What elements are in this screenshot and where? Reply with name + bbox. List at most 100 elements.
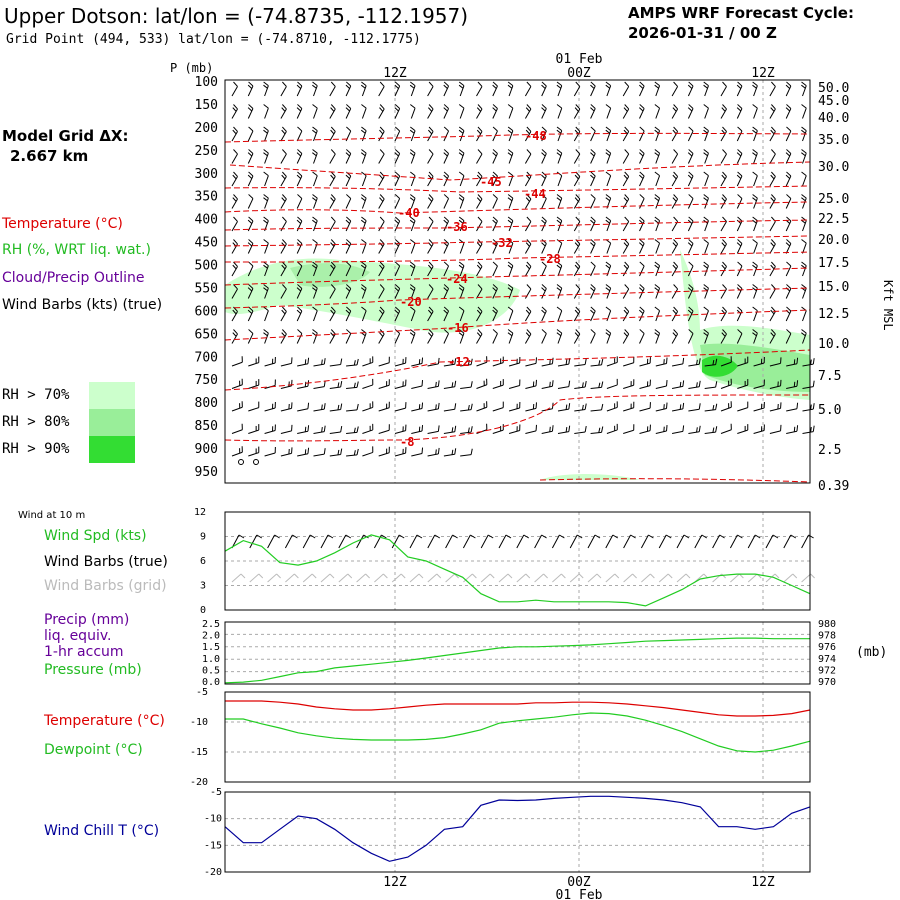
wind-barb [769,329,776,344]
pressure-tick: 300 [195,167,218,182]
axis-tick: -15 [204,840,222,851]
wind-barb-10m [551,534,565,549]
axis-tick: 974 [818,654,836,665]
wind-chill-panel-frame [224,791,811,873]
wind-barb [606,423,618,434]
wind-barb [671,306,679,322]
isotherm-44 [224,185,811,193]
wind-barb [378,216,385,232]
wind-barb [769,239,776,254]
wind-barb [541,149,547,164]
wind-barb-grid [587,573,602,583]
wind-barb [654,126,661,142]
wind-barb [247,126,254,142]
wind-barb [507,284,514,299]
wind-barb [556,126,563,142]
wind-barb [280,424,293,434]
height-tick: 7.5 [818,369,841,384]
wind-barb [492,401,504,412]
wind-barb [345,194,352,209]
wind-barb [622,194,630,209]
wind-barb [687,171,694,187]
wind-barb [622,261,630,277]
bottom-date-label: 01 Feb [556,888,603,900]
wind-barb [508,379,521,389]
legend-dewpoint: Dewpoint (°C) [44,742,143,758]
pressure-tick: 350 [195,190,218,205]
pressure-tick: 250 [195,144,218,159]
wind-barb [427,284,434,299]
wind-barb [427,357,440,367]
wind-barb [443,216,450,232]
wind-barb [801,81,807,97]
wind-barb [622,306,630,322]
wind-barb [297,447,310,457]
wind-barb [394,329,401,344]
wind-barb [737,356,749,367]
grid-point-subtitle: Grid Point (494, 533) lat/lon = (-74.871… [6,32,421,47]
wind-barb [769,284,776,299]
wind-barb [622,171,630,187]
wind-barb [622,81,630,97]
wind-barb [458,216,465,232]
wind-barb-grid [552,573,566,583]
wind-barb [443,306,450,322]
wind-barb-10m [694,534,708,549]
wind-barb [801,126,807,142]
wind-barb [263,194,269,209]
wind-barb [378,284,385,299]
wind-barb [524,126,532,142]
wind-barb [785,149,792,164]
wind-barb-grid [694,573,709,583]
isotherm-label: -16 [447,321,469,335]
wind-barb-10m [462,534,476,549]
wind-barb [361,171,367,187]
wind-barb [556,104,563,119]
wind-barb [264,401,276,412]
bottom-time-label: 12Z [751,875,775,890]
wind-barb [623,424,635,434]
wind-barb [263,171,269,187]
wind-barb [801,149,807,164]
wind-barb [753,424,765,434]
wind-barb [638,239,645,254]
wind-barb [590,306,596,322]
wind-barb [639,329,645,344]
wind-barb-grid [480,573,495,583]
wind-barb [507,126,514,142]
wind-barb [248,401,260,412]
wind-barb [378,356,390,367]
wind-barb [263,306,269,322]
wind-barb [801,284,807,299]
wind-barb-grid [320,573,335,583]
pressure-tick: 550 [195,281,218,296]
wind-barb [280,402,293,412]
wind-barb [769,149,776,164]
wind-barb [427,104,434,119]
wind-barb [590,381,604,389]
wind-barb [231,423,243,434]
wind-barb [639,402,651,412]
wind-barb-grid [498,573,513,583]
wind-barb [605,216,612,232]
wind-barb [476,81,483,97]
wind-barb-10m [640,534,654,549]
wind-barb [231,239,238,254]
wind-barb [378,81,385,97]
wind-barb [458,239,465,254]
legend-wind-speed: Wind Spd (kts) [44,528,147,544]
wind-barb [605,306,612,322]
wind-barb [654,284,661,299]
wind-barb [329,149,336,164]
wind-barb [507,329,514,344]
wind-barb-grid [534,573,548,583]
wind-barb [785,329,792,344]
wind-barb [687,149,694,164]
wind-barb [801,306,807,322]
wind-barb [605,329,612,344]
wind-barb-grid [765,573,780,583]
wind-barb [476,401,488,412]
wind-barb [312,126,318,142]
isotherm-20 [224,287,811,309]
